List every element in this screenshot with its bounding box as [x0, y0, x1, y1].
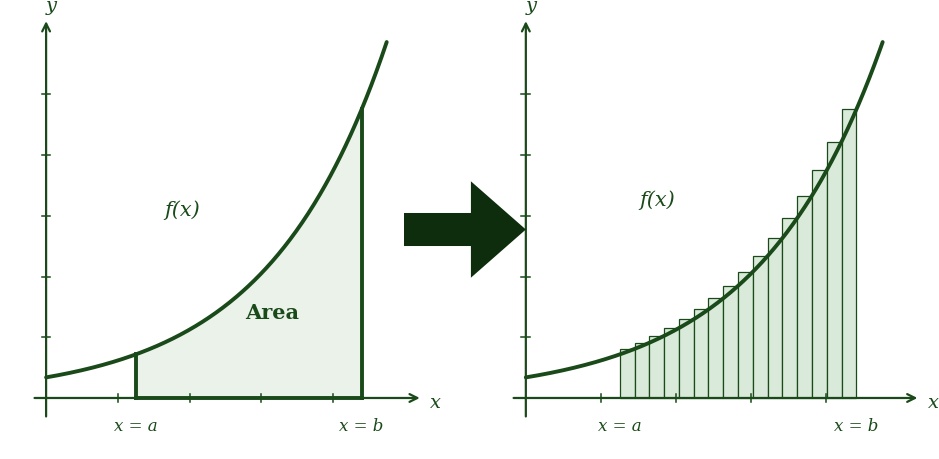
Bar — [620, 349, 635, 398]
Bar — [797, 196, 812, 398]
Text: x = a: x = a — [114, 418, 158, 435]
Bar — [709, 298, 723, 398]
Bar — [664, 328, 679, 398]
Bar — [841, 109, 856, 398]
Text: f(x): f(x) — [164, 200, 200, 219]
Polygon shape — [136, 109, 362, 398]
Bar — [782, 218, 797, 398]
Text: x: x — [928, 393, 939, 412]
Text: x = a: x = a — [598, 418, 641, 435]
Bar — [694, 309, 709, 398]
Text: Area: Area — [245, 303, 299, 323]
Bar — [679, 319, 694, 398]
Text: x = b: x = b — [834, 418, 879, 435]
Text: x: x — [430, 393, 440, 412]
Text: y: y — [46, 0, 57, 15]
Text: x = b: x = b — [339, 418, 384, 435]
Polygon shape — [404, 181, 526, 278]
Bar — [738, 272, 753, 398]
Bar — [635, 343, 650, 398]
Bar — [753, 256, 768, 398]
Bar — [827, 142, 841, 398]
Bar — [768, 238, 782, 398]
Bar — [650, 336, 664, 398]
Bar — [723, 286, 738, 398]
Text: f(x): f(x) — [639, 191, 675, 210]
Text: y: y — [526, 0, 537, 15]
Bar — [812, 170, 827, 398]
